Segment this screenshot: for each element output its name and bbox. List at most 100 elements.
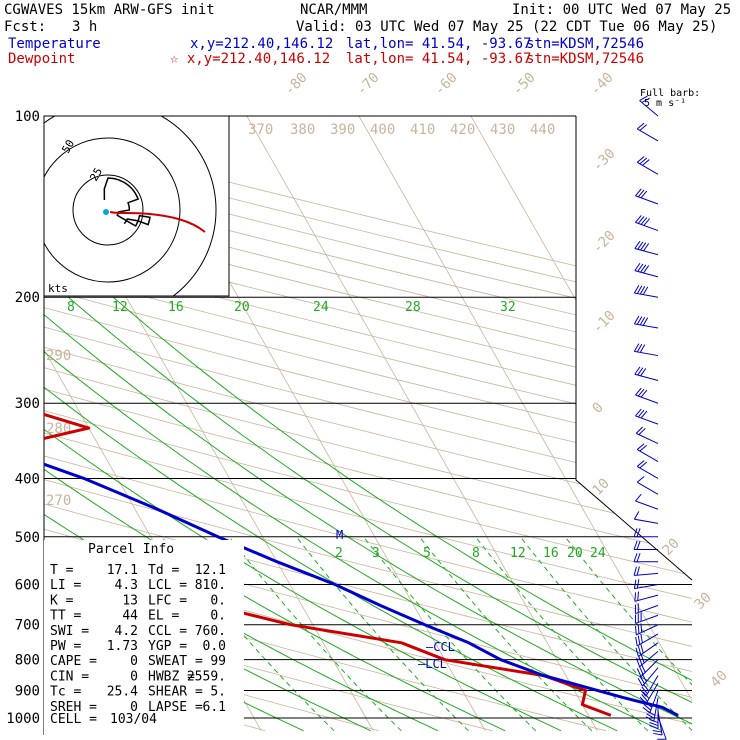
wind-barb-flag: [640, 217, 648, 225]
wind-barb-staff: [634, 518, 659, 524]
org-label: NCAR/MMM: [300, 2, 367, 18]
wind-barb-flag: [641, 664, 646, 673]
dewpoint-profile: [44, 116, 612, 717]
pressure-label: 100: [15, 109, 40, 125]
parcel-info-cell: SHEAR =: [148, 685, 203, 700]
pressure-label: 300: [15, 396, 40, 412]
fcst-label: Fcst:: [4, 19, 46, 35]
wind-barb-flag: [633, 528, 638, 537]
temperature-legend: Temperature: [8, 36, 101, 52]
wind-barb-flag: [636, 540, 641, 550]
wind-barb-staff: [634, 350, 659, 357]
mixing-ratio-line: [519, 536, 692, 732]
wind-barb-staff: [636, 481, 659, 495]
wind-barb-staff: [635, 394, 659, 404]
wind-barb-staff: [639, 650, 659, 668]
wind-barb-flag: [642, 317, 649, 326]
wind-barb-flag: [652, 729, 662, 733]
wind-barb-flag: [635, 636, 638, 647]
wind-barb-flag: [640, 242, 647, 251]
parcel-info-cell: SREH =: [50, 700, 97, 715]
wind-barb-staff: [636, 624, 659, 636]
wind-barb-flag: [636, 553, 641, 562]
wind-barb-flag: [634, 366, 641, 375]
mixing-ratio-line: [295, 536, 469, 732]
hodograph-units: kts: [48, 282, 68, 295]
parcel-info-cell: LCL =: [148, 578, 187, 593]
wind-barb-flag: [637, 216, 645, 224]
wind-barb-staff: [634, 583, 659, 590]
theta-label: 270: [46, 493, 71, 509]
parcel-info-cell: 6.1: [203, 700, 226, 715]
wind-barb-staff: [634, 323, 659, 329]
wind-barb-flag: [642, 706, 651, 714]
parcel-info-cell: 0: [130, 669, 138, 684]
mixing-ratio-label: 5: [423, 546, 431, 561]
wind-barb-flag: [634, 625, 637, 635]
theta-label: 370: [248, 122, 273, 138]
wind-barb-flag: [637, 624, 640, 634]
parcel-info-cell: LFC =: [148, 593, 187, 608]
wind-barb-flag: [641, 97, 650, 103]
pressure-label: 900: [15, 683, 40, 699]
wind-barb-staff: [636, 633, 659, 647]
wind-barb-flag: [633, 511, 640, 520]
parcel-info-cell: HWBZ =: [148, 669, 195, 684]
parcel-info-panel: Parcel Info T = 17.1 Td = 12.1 LI = 4.3 LCL = 8…: [44, 540, 244, 736]
parcel-info-cell: 0.: [210, 609, 226, 624]
isotherm-label: 0: [590, 400, 607, 417]
parcel-info-cell: Tc =: [50, 685, 81, 700]
wind-barb-staff: [638, 642, 659, 657]
parcel-info-cell: 810.: [195, 578, 226, 593]
wind-barb-flag: [637, 678, 644, 687]
valid-time: Valid: 03 UTC Wed 07 May 25 (22 CDT Tue …: [296, 19, 717, 35]
temperature-xy: x,y=212.40,146.12: [190, 36, 333, 52]
wind-barb-staff: [635, 604, 659, 615]
wind-barb-flag: [636, 476, 645, 483]
mixing-ratio-label: 20: [567, 546, 583, 561]
wind-barb-staff: [649, 690, 659, 714]
wind-barb-staff: [642, 667, 659, 687]
dry-adiabat: [44, 116, 692, 732]
parcel-info-cell: SWEAT =: [148, 654, 203, 669]
parcel-info-cell: 2559.: [187, 669, 226, 684]
wind-barb-flag: [637, 367, 644, 376]
wind-barb-flag: [637, 241, 644, 250]
annotations: —CCL —LCL M: [336, 528, 455, 671]
mixing-ratio-line: [161, 536, 335, 732]
parcel-info-cell: 1.73: [107, 639, 138, 654]
parcel-info-cell: SWI =: [50, 624, 89, 639]
wind-barb-flag: [636, 156, 645, 163]
wind-barb-staff: [635, 221, 659, 232]
mixing-ratio-label: 12: [510, 546, 526, 561]
wind-barb-flag: [639, 124, 648, 131]
wind-barb-flag: [640, 623, 643, 633]
wind-barb-flag: [643, 265, 650, 274]
wind-barb-flag: [639, 696, 647, 705]
theta-label: 380: [290, 122, 315, 138]
dewpoint-legend: Dewpoint: [8, 51, 75, 67]
hodograph-ring-label: 25: [87, 166, 105, 184]
wind-barb-staff: [634, 373, 659, 381]
dry-adiabat: [44, 116, 692, 732]
isotherm-label: -80: [282, 70, 311, 99]
wind-barb-staff: [636, 449, 659, 462]
mixing-ratio-label: 8: [67, 300, 75, 315]
parcel-info-cell: CCL =: [148, 624, 187, 639]
wind-barb-flag: [642, 159, 650, 166]
wind-barb-flag: [649, 725, 659, 730]
mixing-ratio-label: 32: [500, 300, 516, 315]
wind-barb-staff: [639, 100, 659, 117]
dry-adiabat: [44, 116, 692, 732]
mixing-ratio-label: 20: [234, 300, 250, 315]
model-title: CGWAVES 15km ARW-GFS init: [4, 2, 215, 18]
isotherm-line: [0, 103, 37, 731]
wind-barb-flag: [638, 666, 644, 675]
temperature-profile: [44, 116, 679, 717]
plot-border: [575, 116, 693, 581]
wind-barb-flag: [636, 528, 641, 537]
parcel-info-cell: 99: [210, 654, 226, 669]
wind-barb-flag: [636, 668, 642, 677]
wind-barb-flag: [637, 409, 645, 418]
wind-barb-flag: [642, 683, 650, 692]
